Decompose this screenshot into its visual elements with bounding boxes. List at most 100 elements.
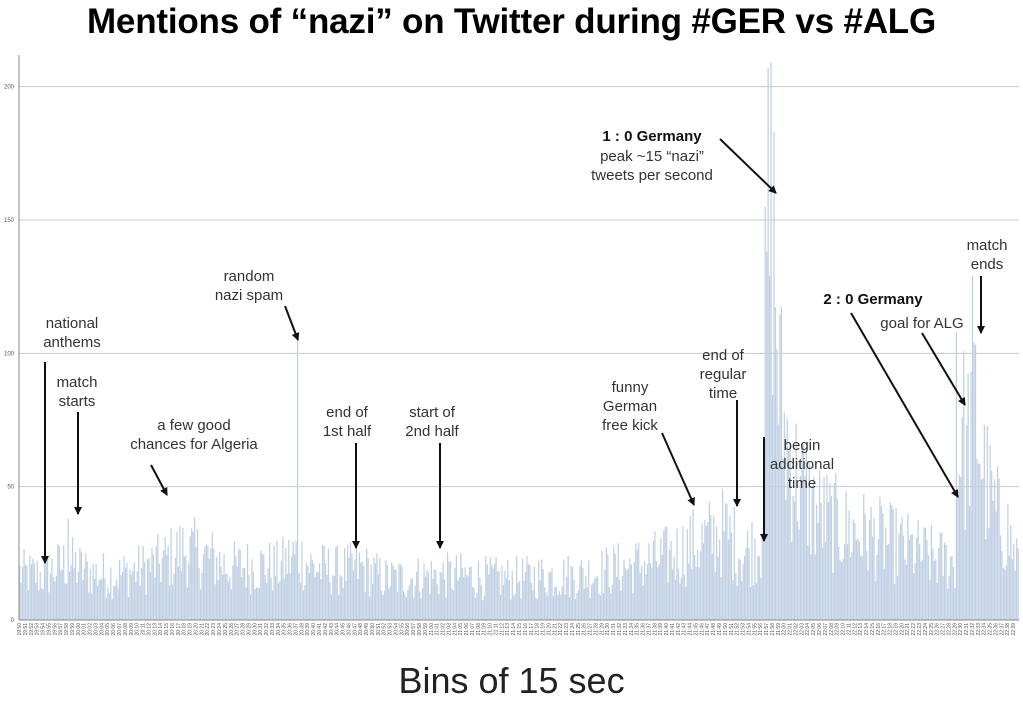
bar bbox=[913, 573, 915, 620]
x-tick-label: 22:26 bbox=[935, 623, 941, 636]
bar bbox=[867, 570, 869, 620]
bar bbox=[857, 538, 859, 620]
bar bbox=[264, 574, 266, 620]
bar bbox=[70, 564, 72, 620]
bar bbox=[871, 536, 874, 620]
bar bbox=[717, 556, 719, 620]
x-tick-label: 21:49 bbox=[717, 623, 723, 636]
bar bbox=[911, 534, 913, 620]
bar bbox=[249, 594, 252, 620]
bar bbox=[335, 547, 337, 620]
bar bbox=[395, 569, 397, 620]
x-tick-label: 20:43 bbox=[329, 623, 335, 636]
bar bbox=[599, 595, 602, 620]
bar bbox=[488, 574, 490, 620]
bar bbox=[1011, 559, 1013, 620]
bar bbox=[320, 579, 322, 620]
x-tick-label: 21:13 bbox=[505, 623, 511, 636]
bar bbox=[611, 584, 613, 620]
bar bbox=[427, 572, 430, 620]
x-tick-label: 20:17 bbox=[176, 623, 182, 636]
x-tick-label: 20:21 bbox=[199, 623, 205, 636]
bar bbox=[382, 594, 384, 620]
bar bbox=[436, 584, 438, 620]
y-tick-label: 100 bbox=[4, 351, 15, 357]
bar bbox=[964, 529, 966, 620]
bar bbox=[998, 478, 1000, 620]
bar bbox=[930, 525, 933, 620]
bar bbox=[1001, 550, 1003, 620]
bar bbox=[419, 591, 421, 620]
bar bbox=[210, 548, 212, 620]
bar bbox=[664, 527, 666, 620]
x-tick-label: 22:19 bbox=[893, 623, 899, 636]
x-tick-label: 21:00 bbox=[429, 623, 435, 636]
x-tick-label: 20:12 bbox=[146, 623, 152, 636]
bar bbox=[820, 502, 822, 620]
bar bbox=[45, 555, 47, 620]
bar bbox=[407, 589, 409, 620]
bar bbox=[564, 594, 566, 620]
x-tick-label: 19:50 bbox=[17, 623, 23, 636]
bar bbox=[192, 531, 194, 620]
bar bbox=[619, 579, 621, 620]
x-tick-label: 21:17 bbox=[529, 623, 535, 636]
bar bbox=[166, 554, 168, 620]
bar bbox=[374, 563, 377, 620]
bar bbox=[176, 532, 178, 620]
bar bbox=[170, 527, 172, 620]
annotation-text: chances for Algeria bbox=[130, 436, 258, 453]
bar bbox=[145, 595, 147, 620]
bar bbox=[888, 544, 890, 620]
bar bbox=[571, 567, 574, 620]
x-tick-label: 21:04 bbox=[452, 623, 458, 636]
bar bbox=[399, 563, 402, 620]
bar bbox=[271, 590, 274, 620]
bar bbox=[966, 425, 968, 620]
bar bbox=[96, 586, 99, 620]
bar bbox=[358, 552, 360, 620]
annotation-peak-note: peak ~15 “nazi” tweets per second bbox=[591, 148, 713, 184]
bar bbox=[985, 539, 987, 620]
bar bbox=[227, 581, 230, 620]
bar bbox=[226, 573, 228, 620]
bar bbox=[317, 572, 319, 620]
x-tick-label: 20:31 bbox=[258, 623, 264, 636]
bar bbox=[732, 580, 734, 620]
bar bbox=[460, 553, 462, 620]
annotation-text: free kick bbox=[602, 417, 658, 434]
bar bbox=[877, 539, 880, 620]
bar bbox=[980, 479, 983, 620]
bar bbox=[874, 581, 877, 620]
x-tick-label: 22:16 bbox=[876, 623, 882, 636]
bar bbox=[832, 572, 834, 620]
bar bbox=[916, 537, 918, 620]
bar bbox=[908, 539, 910, 620]
bar bbox=[851, 552, 853, 620]
bar bbox=[938, 547, 940, 620]
bar bbox=[651, 567, 653, 620]
bar bbox=[426, 569, 428, 620]
x-tick-label: 21:36 bbox=[641, 623, 647, 636]
bar bbox=[688, 563, 690, 620]
bar bbox=[294, 554, 296, 620]
x-tick-label: 21:41 bbox=[670, 623, 676, 636]
bar bbox=[151, 547, 153, 620]
bar bbox=[505, 578, 508, 620]
bar bbox=[838, 546, 840, 620]
bar bbox=[817, 523, 819, 620]
bar bbox=[792, 495, 794, 620]
annotation-text: 1 : 0 Germany bbox=[602, 128, 702, 145]
x-tick-label: 20:38 bbox=[299, 623, 305, 636]
bar bbox=[927, 555, 930, 620]
bar bbox=[673, 556, 675, 620]
x-tick-label: 20:37 bbox=[293, 623, 299, 636]
bar bbox=[720, 577, 722, 620]
bar bbox=[952, 567, 955, 620]
bar bbox=[26, 565, 28, 620]
x-tick-label: 22:13 bbox=[858, 623, 864, 636]
bar bbox=[64, 583, 66, 620]
bar bbox=[429, 594, 431, 620]
bar bbox=[883, 568, 885, 620]
bar bbox=[589, 597, 591, 620]
